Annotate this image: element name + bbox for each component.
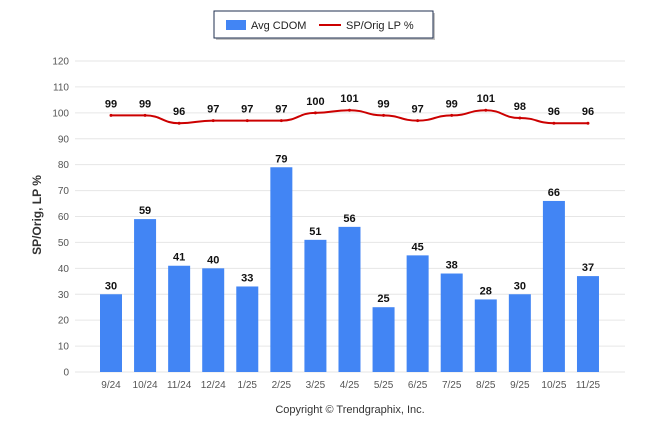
x-axis-ticks: 9/24 10/24 11/24 12/24 1/25 2/25 3/25 4/25 5/25 6…	[101, 380, 600, 391]
line-point	[586, 121, 590, 125]
y-tick-label: 10	[58, 342, 70, 353]
line-point	[450, 113, 454, 117]
line-data-label: 96	[173, 106, 185, 118]
legend-swatch-bar	[226, 20, 246, 30]
line-point	[484, 108, 488, 112]
y-tick-label: 60	[58, 212, 70, 223]
bar	[202, 268, 225, 372]
bar-data-label: 41	[173, 252, 185, 264]
bar-data-label: 79	[275, 153, 287, 165]
y-tick-label: 20	[58, 316, 70, 327]
x-tick-label: 3/25	[306, 380, 326, 391]
bar	[304, 239, 327, 372]
bar	[338, 226, 361, 372]
y-tick-label: 70	[58, 186, 70, 197]
line-data-label: 101	[477, 93, 495, 105]
line-data-label: 96	[582, 106, 594, 118]
y-tick-label: 90	[58, 134, 70, 145]
x-tick-label: 5/25	[374, 380, 394, 391]
x-tick-label: 11/25	[576, 380, 601, 391]
bar	[168, 265, 191, 372]
line-data-label: 99	[377, 98, 389, 110]
bar-data-label: 45	[412, 241, 424, 253]
x-tick-label: 9/25	[510, 380, 530, 391]
bar	[134, 219, 157, 372]
y-tick-label: 100	[52, 108, 69, 119]
line-point	[347, 108, 351, 112]
y-axis-label: SP/Orig, LP %	[30, 175, 44, 255]
line-point	[245, 119, 249, 123]
bar-data-label: 30	[514, 280, 526, 292]
bar	[100, 294, 122, 372]
line-data-label: 101	[340, 93, 358, 105]
bar-data-label: 66	[548, 187, 560, 199]
bar	[270, 167, 293, 372]
bar	[406, 255, 429, 372]
bar-data-label: 25	[377, 293, 389, 305]
x-tick-label: 1/25	[238, 380, 258, 391]
bar	[508, 294, 531, 372]
line-data-label: 100	[306, 96, 324, 108]
line-data-label: 99	[105, 98, 117, 110]
x-tick-label: 11/24	[167, 380, 192, 391]
y-tick-label: 80	[58, 160, 70, 171]
x-tick-label: 9/24	[101, 380, 121, 391]
line-point	[211, 119, 215, 123]
x-tick-label: 12/24	[201, 380, 226, 391]
x-tick-label: 7/25	[442, 380, 462, 391]
bar-data-label: 40	[207, 254, 219, 266]
bar-data-label: 33	[241, 272, 253, 284]
x-tick-label: 2/25	[272, 380, 292, 391]
line-point	[279, 119, 283, 123]
x-tick-label: 8/25	[476, 380, 496, 391]
line-data-label: 99	[446, 98, 458, 110]
y-tick-label: 50	[58, 238, 70, 249]
line-point	[552, 121, 556, 125]
line-data-label: 97	[412, 104, 424, 116]
x-tick-label: 4/25	[340, 380, 360, 391]
bar-data-label: 37	[582, 262, 594, 274]
x-tick-label: 6/25	[408, 380, 428, 391]
bar-data-label: 30	[105, 280, 117, 292]
bar	[440, 273, 463, 372]
line-data-label: 97	[241, 104, 253, 116]
line-data-label: 98	[514, 101, 526, 113]
line-point	[109, 113, 113, 117]
x-tick-label: 10/24	[133, 380, 158, 391]
line-series: 99 99 96 97 97 97 100 101 99 97 99 101 98 96 96	[105, 93, 594, 125]
bar-data-label: 28	[480, 285, 492, 297]
line-point	[518, 116, 522, 120]
line-point	[382, 113, 386, 117]
bar	[474, 299, 497, 372]
y-axis-ticks: 0 10 20 30 40 50 60 70 80 90 100 110 120	[52, 57, 69, 379]
bar	[576, 276, 599, 372]
copyright: Copyright © Trendgraphix, Inc.	[275, 404, 424, 416]
bar	[372, 307, 395, 372]
x-tick-label: 10/25	[541, 380, 566, 391]
line-data-label: 99	[139, 98, 151, 110]
bar-data-label: 59	[139, 205, 151, 217]
bar-data-label: 56	[343, 213, 355, 225]
line-point	[416, 119, 420, 123]
line-data-label: 96	[548, 106, 560, 118]
line-point	[313, 111, 317, 115]
line-point	[143, 113, 147, 117]
bar	[236, 286, 259, 372]
legend[interactable]: Avg CDOM SP/Orig LP %	[213, 10, 435, 40]
line-point	[177, 121, 181, 125]
bar	[542, 200, 565, 372]
y-tick-label: 0	[63, 368, 69, 379]
y-tick-label: 110	[53, 82, 69, 93]
y-tick-label: 30	[58, 290, 70, 301]
y-tick-label: 120	[52, 57, 69, 68]
bar-data-label: 51	[309, 226, 321, 238]
bar-data-label: 38	[446, 260, 458, 272]
bar-series: 30 59 41 40 33 79 51 56 25 45 38 28 30 66 37	[100, 153, 599, 372]
legend-label-bar: Avg CDOM	[251, 20, 306, 32]
legend-label-line: SP/Orig LP %	[346, 20, 414, 32]
y-tick-label: 40	[58, 264, 70, 275]
line-data-label: 97	[275, 104, 287, 116]
line-data-label: 97	[207, 104, 219, 116]
